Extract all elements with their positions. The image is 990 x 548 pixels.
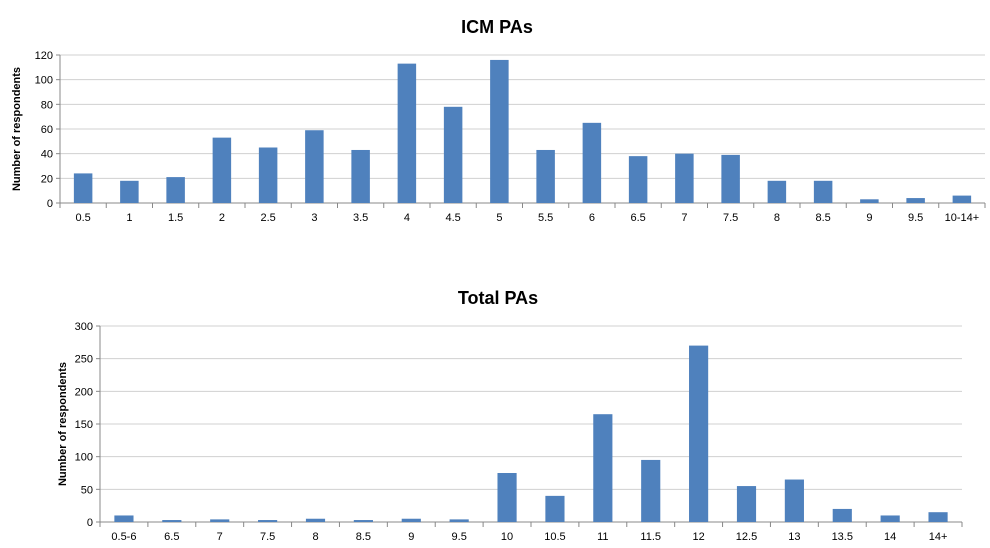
x-tick-label: 8.5 — [356, 531, 371, 543]
y-axis-label: Number of respondents — [11, 67, 23, 191]
x-tick-label: 9.5 — [452, 531, 467, 543]
x-tick-label: 14 — [884, 531, 896, 543]
y-tick-label: 100 — [75, 452, 93, 464]
bar — [305, 518, 326, 522]
y-tick-label: 200 — [75, 386, 93, 398]
x-tick-label: 12 — [692, 531, 704, 543]
x-tick-label: 2 — [219, 212, 225, 224]
x-tick-label: 7.5 — [723, 212, 738, 224]
x-tick-label: 11 — [597, 531, 608, 543]
bar — [641, 459, 661, 522]
y-tick-label: 20 — [41, 173, 53, 185]
bar — [166, 177, 185, 203]
bar — [767, 180, 787, 203]
bar — [305, 130, 324, 203]
bar — [212, 137, 232, 203]
bar — [813, 180, 833, 203]
bar — [736, 486, 757, 522]
x-tick-label: 9 — [408, 531, 414, 543]
icm-pas-chart: ICM PAs Number of respondents 0 20 40 60 80 100… — [11, 17, 986, 224]
x-tick-label: 6 — [589, 212, 595, 224]
x-tick-label: 13.5 — [832, 531, 853, 543]
bar — [114, 515, 134, 522]
y-tick-label: 40 — [41, 149, 53, 161]
x-tick-label: 14+ — [929, 531, 948, 543]
x-tick-label: 1 — [126, 212, 132, 224]
y-axis-label: Number of respondents — [57, 362, 69, 486]
x-tick-label: 3.5 — [353, 212, 368, 224]
bar — [689, 345, 709, 522]
bar — [258, 147, 278, 203]
bar — [784, 479, 804, 522]
y-tick-label: 100 — [35, 75, 53, 87]
x-tick-label: 7.5 — [260, 531, 275, 543]
y-tick-label: 300 — [75, 321, 93, 333]
y-tick-label: 150 — [75, 419, 93, 431]
x-tick-label: 8 — [312, 531, 318, 543]
y-tick-label: 120 — [35, 50, 53, 62]
bar — [353, 520, 373, 522]
x-tick-label: 5.5 — [538, 212, 553, 224]
x-tick-label: 6.5 — [164, 531, 179, 543]
x-tick-label: 4 — [404, 212, 410, 224]
y-tick-label: 0 — [47, 198, 53, 210]
x-tick-label: 13 — [788, 531, 800, 543]
x-tick-label: 12.5 — [736, 531, 757, 543]
bar — [210, 519, 230, 522]
y-tick-label: 0 — [87, 517, 93, 529]
bar — [928, 512, 948, 522]
y-tick-label: 80 — [41, 99, 53, 111]
x-tick-label: 8 — [774, 212, 780, 224]
bar — [832, 508, 852, 522]
chart-title: Total PAs — [458, 288, 538, 308]
x-tick-label: 3 — [311, 212, 317, 224]
y-tick-label: 50 — [81, 484, 93, 496]
bar — [73, 173, 93, 203]
x-tick-label: 4.5 — [445, 212, 460, 224]
x-tick-label: 10 — [501, 531, 513, 543]
bar — [258, 520, 278, 522]
x-tick-label: 11.5 — [640, 531, 661, 543]
bar — [628, 156, 648, 203]
bar — [860, 199, 879, 203]
x-tick-label: 0.5 — [75, 212, 90, 224]
bar — [443, 106, 463, 203]
bar — [721, 154, 740, 203]
bar — [490, 59, 509, 203]
x-tick-label: 8.5 — [815, 212, 830, 224]
x-tick-label: 6.5 — [630, 212, 645, 224]
x-tick-label: 9 — [866, 212, 872, 224]
bar — [536, 149, 555, 203]
y-tick-label: 60 — [41, 124, 53, 136]
y-tick-label: 250 — [75, 354, 93, 366]
bar — [351, 149, 370, 203]
bar — [906, 198, 925, 203]
bar — [545, 495, 565, 522]
bar — [582, 122, 602, 203]
x-tick-label: 7 — [217, 531, 223, 543]
x-tick-label: 10-14+ — [945, 212, 980, 224]
bar — [120, 180, 139, 203]
bar — [952, 195, 972, 203]
bar — [397, 63, 417, 204]
x-tick-label: 1.5 — [168, 212, 183, 224]
x-tick-label: 10.5 — [544, 531, 565, 543]
bar — [497, 473, 517, 522]
bar — [449, 519, 469, 522]
x-tick-label: 7 — [681, 212, 687, 224]
bar — [162, 520, 182, 522]
x-tick-label: 9.5 — [908, 212, 923, 224]
bar — [880, 515, 900, 522]
bar — [593, 414, 613, 522]
x-tick-label: 0.5-6 — [111, 531, 136, 543]
x-tick-label: 5 — [496, 212, 502, 224]
chart-title: ICM PAs — [461, 17, 533, 37]
bar — [401, 518, 421, 522]
x-tick-label: 2.5 — [260, 212, 275, 224]
bar — [675, 153, 694, 203]
total-pas-chart: Total PAs Number of respondents 0 50 100 150 2… — [57, 288, 963, 543]
